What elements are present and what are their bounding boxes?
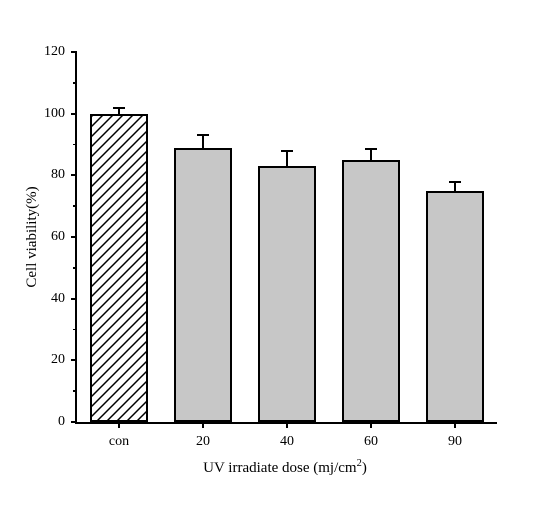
error-cap xyxy=(449,181,461,183)
y-minor-tick xyxy=(73,267,77,269)
x-tick: 90 xyxy=(425,422,485,450)
error-cap xyxy=(281,150,293,152)
y-tick: 100 xyxy=(44,106,77,122)
y-tick: 20 xyxy=(51,352,77,368)
y-minor-tick xyxy=(73,329,77,331)
y-tick: 60 xyxy=(51,229,77,245)
y-minor-tick xyxy=(73,205,77,207)
error-bar xyxy=(370,149,372,160)
y-axis-label: Cell viability(%) xyxy=(24,186,41,287)
x-tick: 20 xyxy=(173,422,233,450)
y-tick: 40 xyxy=(51,291,77,307)
error-cap xyxy=(113,107,125,109)
error-bar xyxy=(202,135,204,147)
error-bar xyxy=(454,182,456,191)
bar xyxy=(258,166,315,422)
error-bar xyxy=(286,151,288,166)
bar-chart: 020406080100120con20406090 xyxy=(75,52,497,424)
x-tick: con xyxy=(89,422,149,450)
bar xyxy=(90,114,147,422)
x-tick: 60 xyxy=(341,422,401,450)
error-cap xyxy=(197,134,209,136)
y-minor-tick xyxy=(73,390,77,392)
y-minor-tick xyxy=(73,144,77,146)
y-tick: 80 xyxy=(51,167,77,183)
error-cap xyxy=(365,148,377,150)
y-tick: 0 xyxy=(58,414,77,430)
bar xyxy=(426,191,483,422)
y-minor-tick xyxy=(73,82,77,84)
x-axis-label: UV irradiate dose (mj/cm2) xyxy=(203,458,367,477)
x-tick: 40 xyxy=(257,422,317,450)
bar xyxy=(342,160,399,422)
y-tick: 120 xyxy=(44,44,77,60)
bar xyxy=(174,148,231,422)
